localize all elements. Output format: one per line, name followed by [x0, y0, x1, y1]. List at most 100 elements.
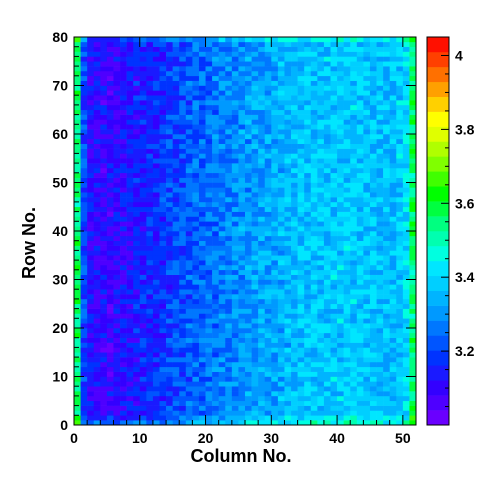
- heatmap-cell: [172, 308, 180, 314]
- heatmap-cell: [159, 240, 167, 246]
- heatmap-cell: [185, 420, 193, 426]
- heatmap-cell: [389, 148, 397, 154]
- heatmap-cell: [185, 206, 193, 212]
- heatmap-cell: [376, 240, 384, 246]
- heatmap-cell: [212, 386, 219, 392]
- heatmap-cell: [277, 56, 285, 62]
- heatmap-cell: [304, 308, 312, 314]
- heatmap-cell: [251, 371, 259, 377]
- heatmap-cell: [133, 284, 141, 290]
- heatmap-cell: [212, 405, 219, 411]
- heatmap-cell: [323, 51, 331, 57]
- heatmap-cell: [350, 124, 358, 130]
- heatmap-cell: [192, 56, 200, 62]
- heatmap-cell: [402, 148, 410, 154]
- heatmap-cell: [317, 114, 325, 120]
- heatmap-cell: [271, 318, 279, 324]
- heatmap-cell: [179, 192, 187, 198]
- heatmap-cell: [383, 284, 390, 290]
- heatmap-cell: [87, 323, 95, 329]
- heatmap-cell: [343, 56, 351, 62]
- heatmap-cell: [291, 119, 298, 125]
- heatmap-cell: [166, 381, 173, 387]
- heatmap-cell: [323, 61, 331, 67]
- heatmap-cell: [409, 85, 417, 91]
- heatmap-cell: [376, 342, 384, 348]
- heatmap-cell: [100, 192, 108, 198]
- heatmap-cell: [192, 114, 200, 120]
- heatmap-cell: [396, 192, 404, 198]
- heatmap-cell: [389, 37, 397, 43]
- heatmap-cell: [126, 51, 134, 57]
- heatmap-cell: [80, 289, 88, 295]
- heatmap-cell: [192, 70, 200, 77]
- heatmap-cell: [74, 245, 81, 251]
- heatmap-cell: [350, 308, 358, 314]
- heatmap-cell: [383, 66, 390, 72]
- heatmap-cell: [166, 400, 173, 406]
- heatmap-cell: [231, 158, 239, 164]
- heatmap-cell: [146, 381, 154, 387]
- heatmap-cell: [297, 361, 305, 368]
- heatmap-cell: [356, 386, 364, 392]
- heatmap-cell: [192, 361, 200, 368]
- heatmap-cell: [369, 129, 377, 135]
- heatmap-cell: [172, 255, 180, 261]
- heatmap-cell: [343, 289, 351, 295]
- heatmap-cell: [185, 231, 193, 237]
- heatmap-cell: [337, 420, 344, 426]
- heatmap-cell: [146, 85, 154, 91]
- heatmap-cell: [330, 376, 338, 382]
- heatmap-cell: [330, 143, 338, 149]
- heatmap-cell: [337, 269, 344, 275]
- heatmap-cell: [80, 100, 88, 106]
- heatmap-cell: [100, 182, 108, 188]
- heatmap-cell: [198, 400, 206, 406]
- heatmap-cell: [291, 226, 298, 232]
- heatmap-cell: [231, 303, 239, 309]
- heatmap-cell: [133, 206, 141, 212]
- heatmap-cell: [100, 80, 108, 86]
- heatmap-cell: [343, 177, 351, 183]
- heatmap-cell: [87, 148, 95, 154]
- heatmap-cell: [93, 255, 101, 261]
- heatmap-cell: [396, 187, 404, 193]
- heatmap-cell: [402, 124, 410, 130]
- heatmap-cell: [343, 264, 351, 271]
- heatmap-cell: [402, 366, 410, 372]
- heatmap-cell: [323, 279, 331, 285]
- heatmap-cell: [297, 381, 305, 387]
- heatmap-cell: [376, 361, 384, 368]
- heatmap-cell: [402, 100, 410, 106]
- heatmap-cell: [284, 313, 292, 319]
- heatmap-cell: [205, 201, 213, 208]
- heatmap-cell: [133, 245, 141, 251]
- heatmap-cell: [271, 235, 279, 241]
- heatmap-cell: [258, 100, 266, 106]
- heatmap-cell: [258, 342, 266, 348]
- heatmap-cell: [80, 95, 88, 101]
- heatmap-cell: [166, 342, 173, 348]
- heatmap-cell: [120, 298, 127, 305]
- heatmap-cell: [172, 231, 180, 237]
- heatmap-cell: [376, 318, 384, 324]
- heatmap-cell: [337, 37, 344, 43]
- heatmap-cell: [139, 240, 147, 246]
- heatmap-cell: [87, 274, 95, 280]
- heatmap-cell: [139, 134, 147, 140]
- heatmap-cell: [277, 172, 285, 178]
- heatmap-cell: [225, 231, 233, 237]
- heatmap-cell: [192, 206, 200, 212]
- heatmap-cell: [277, 308, 285, 314]
- heatmap-cell: [389, 66, 397, 72]
- heatmap-cell: [330, 163, 338, 169]
- heatmap-cell: [87, 172, 95, 178]
- heatmap-cell: [396, 328, 404, 334]
- heatmap-cell: [126, 216, 134, 222]
- heatmap-cell: [304, 352, 312, 358]
- heatmap-cell: [402, 284, 410, 290]
- heatmap-cell: [317, 158, 325, 164]
- heatmap-cell: [251, 192, 259, 198]
- heatmap-cell: [310, 90, 318, 96]
